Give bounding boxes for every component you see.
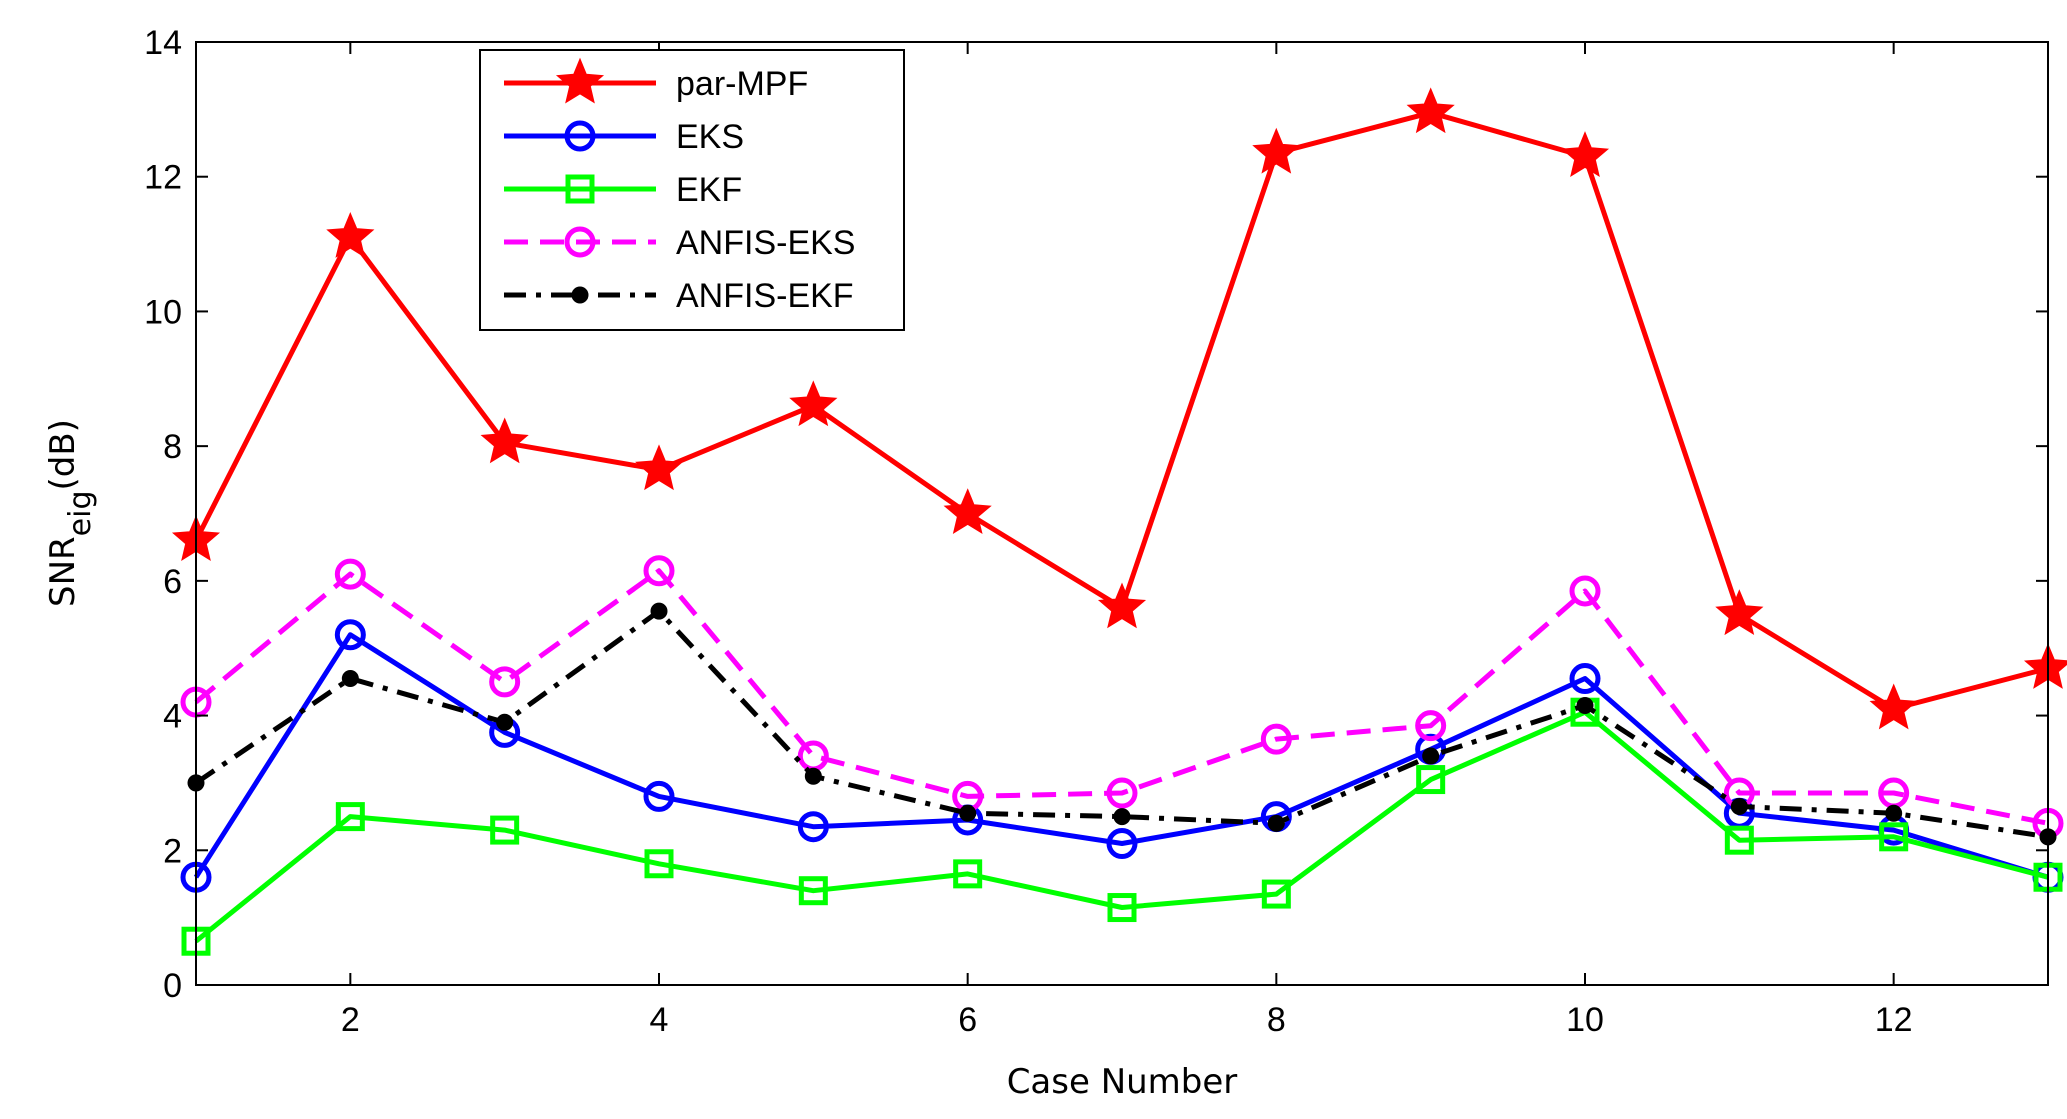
point-eks-5 bbox=[797, 811, 829, 843]
point-anfis-ekf-10 bbox=[1576, 696, 1594, 714]
x-tick-label-6: 6 bbox=[958, 1001, 977, 1039]
point-anfis-ekf-2 bbox=[341, 670, 359, 688]
series-line-ekf bbox=[194, 709, 2049, 944]
point-anfis-eks-4 bbox=[643, 555, 675, 587]
point-par-mpf-8 bbox=[1252, 127, 1301, 174]
point-par-mpf-6 bbox=[943, 488, 992, 534]
point-ekf-8 bbox=[1261, 879, 1291, 909]
point-par-mpf-11 bbox=[1715, 589, 1764, 636]
point-ekf-11 bbox=[1724, 825, 1754, 855]
legend-item-eks: EKS bbox=[504, 118, 744, 156]
point-ekf-9 bbox=[1416, 765, 1446, 795]
point-anfis-ekf-12 bbox=[1885, 804, 1903, 822]
point-anfis-ekf-7 bbox=[1113, 808, 1131, 826]
point-par-mpf-3 bbox=[480, 417, 529, 464]
point-par-mpf-12 bbox=[1869, 683, 1918, 730]
y-tick-label-2: 2 bbox=[163, 832, 182, 870]
y-tick-label-0: 0 bbox=[163, 967, 182, 1005]
legend-item-anfis-ekf: ANFIS-EKF bbox=[504, 277, 854, 315]
plot-area-frame bbox=[195, 41, 2049, 986]
y-axis-label: SNReig(dB) bbox=[43, 419, 98, 607]
point-ekf-5 bbox=[798, 876, 828, 906]
point-par-mpf-4 bbox=[634, 444, 684, 491]
point-ekf-12 bbox=[1879, 822, 1909, 852]
x-tick-label-4: 4 bbox=[650, 1001, 669, 1039]
point-par-mpf-2 bbox=[326, 211, 375, 258]
y-tick-label-12: 12 bbox=[144, 159, 182, 197]
legend-marker-anfis-eks bbox=[564, 226, 596, 258]
legend-marker-par-mpf bbox=[555, 57, 605, 104]
series-anfis-ekf bbox=[187, 602, 2057, 846]
point-ekf-3 bbox=[490, 815, 520, 845]
axis-ticks: 2 4 6 8 10 12 0 2 4 6 8 10 12 14 bbox=[144, 24, 2048, 1039]
legend-label-eks: EKS bbox=[676, 118, 744, 156]
y-tick-label-4: 4 bbox=[163, 698, 182, 736]
legend-item-anfis-eks: ANFIS-EKS bbox=[504, 224, 855, 262]
point-eks-4 bbox=[643, 780, 675, 812]
point-ekf-4 bbox=[644, 849, 674, 879]
point-ekf-7 bbox=[1107, 893, 1137, 923]
series-layer bbox=[171, 87, 2067, 956]
legend-label-anfis-ekf: ANFIS-EKF bbox=[676, 277, 854, 315]
x-tick-label-2: 2 bbox=[341, 1001, 360, 1039]
point-anfis-eks-10 bbox=[1569, 575, 1601, 607]
point-anfis-ekf-5 bbox=[804, 767, 822, 785]
point-par-mpf-10 bbox=[1560, 131, 1610, 177]
point-par-mpf-5 bbox=[789, 380, 838, 427]
point-ekf-2 bbox=[335, 802, 365, 832]
point-anfis-ekf-8 bbox=[1267, 814, 1285, 832]
y-axis-label-subscript: eig bbox=[63, 490, 98, 536]
point-anfis-eks-2 bbox=[334, 558, 366, 590]
y-tick-label-8: 8 bbox=[163, 428, 182, 466]
point-anfis-eks-8 bbox=[1260, 723, 1292, 755]
point-anfis-eks-9 bbox=[1415, 710, 1447, 742]
y-tick-label-10: 10 bbox=[144, 293, 182, 331]
x-axis-label: Case Number bbox=[1007, 1062, 1238, 1102]
series-line-anfis-eks bbox=[194, 568, 2049, 826]
legend-label-ekf: EKF bbox=[676, 171, 742, 209]
point-anfis-eks-7 bbox=[1106, 777, 1138, 809]
point-anfis-ekf-4 bbox=[650, 602, 668, 620]
legend-item-par-mpf: par-MPF bbox=[504, 57, 808, 104]
x-tick-label-12: 12 bbox=[1875, 1001, 1913, 1039]
legend-label-anfis-eks: ANFIS-EKS bbox=[676, 224, 855, 262]
point-par-mpf-7 bbox=[1097, 582, 1147, 629]
point-anfis-ekf-9 bbox=[1422, 747, 1440, 765]
point-anfis-ekf-3 bbox=[496, 713, 514, 731]
point-anfis-eks-3 bbox=[489, 666, 521, 698]
legend-label-par-mpf: par-MPF bbox=[676, 65, 808, 103]
point-anfis-ekf-6 bbox=[959, 804, 977, 822]
point-par-mpf-9 bbox=[1406, 87, 1455, 134]
y-tick-label-14: 14 bbox=[144, 24, 182, 62]
legend-marker-eks bbox=[564, 120, 596, 152]
point-eks-10 bbox=[1569, 663, 1601, 695]
point-anfis-ekf-11 bbox=[1730, 798, 1748, 816]
point-ekf-6 bbox=[953, 859, 983, 889]
legend-marker-anfis-ekf bbox=[571, 286, 589, 304]
legend-item-ekf: EKF bbox=[504, 171, 742, 209]
legend: par-MPF EKS EKF ANFIS-EKS ANFIS-EKF bbox=[479, 49, 905, 331]
x-tick-label-10: 10 bbox=[1566, 1001, 1604, 1039]
y-axis-label-main: SNR bbox=[43, 536, 83, 607]
y-axis-label-unit: (dB) bbox=[43, 419, 83, 490]
point-eks-2 bbox=[334, 619, 366, 651]
point-eks-7 bbox=[1106, 828, 1138, 860]
x-tick-label-8: 8 bbox=[1267, 1001, 1286, 1039]
series-par-mpf bbox=[171, 87, 2067, 730]
legend-marker-ekf bbox=[565, 174, 595, 204]
y-tick-label-6: 6 bbox=[163, 563, 182, 601]
